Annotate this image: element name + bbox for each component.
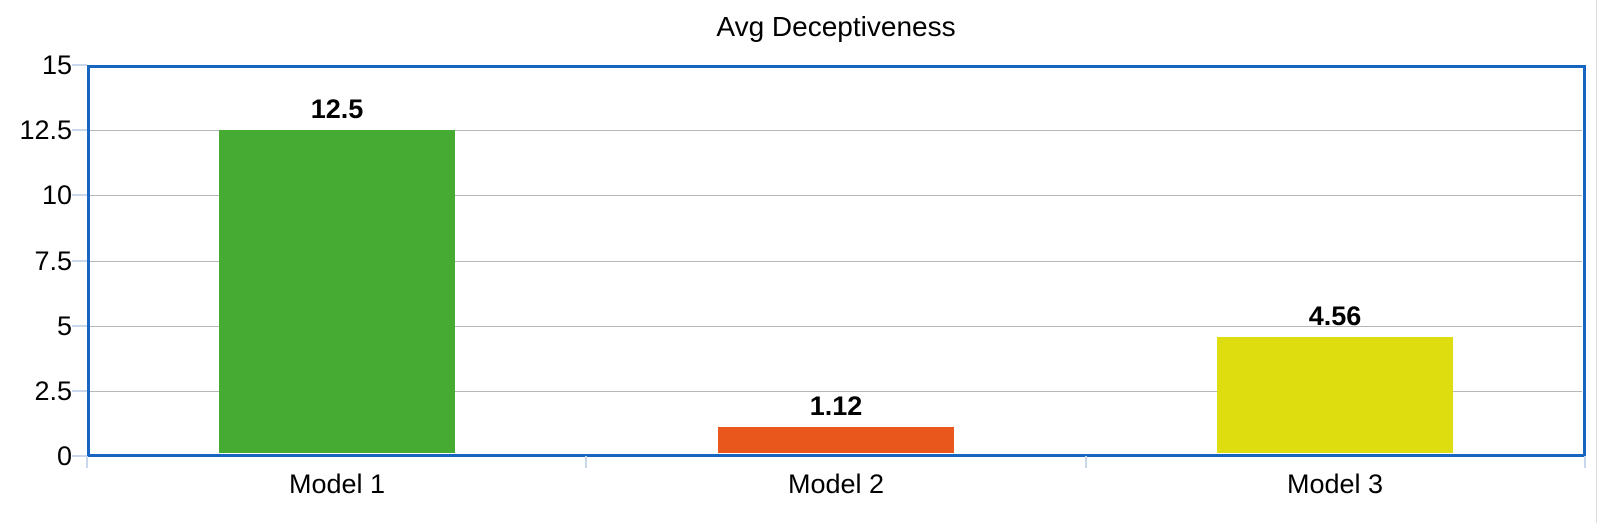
bar-model-2 — [718, 427, 954, 453]
bar-value-label-model-2: 1.12 — [809, 391, 863, 421]
x-axis-tickmark — [585, 456, 587, 468]
y-axis-tickmark — [72, 325, 87, 327]
y-axis-tick-label: 0 — [56, 441, 72, 471]
y-axis-tickmark — [72, 129, 87, 131]
y-axis-tick-label: 7.5 — [34, 246, 72, 276]
y-axis-tick-label: 5 — [56, 311, 72, 341]
gridline-10 — [90, 195, 1582, 196]
bar-model-3 — [1217, 337, 1453, 453]
x-axis-tickmark — [1584, 456, 1586, 468]
right-edge-divider — [1596, 0, 1597, 523]
y-axis-tickmark — [72, 390, 87, 392]
x-axis-label-model-1: Model 1 — [288, 469, 386, 499]
gridline-2.5 — [90, 391, 1582, 392]
y-axis-tickmark — [72, 64, 87, 66]
bar-value-label-model-1: 12.5 — [310, 94, 364, 124]
x-axis-label-model-2: Model 2 — [787, 469, 885, 499]
bar-value-label-model-3: 4.56 — [1308, 301, 1362, 331]
plot-area — [87, 65, 1586, 457]
x-axis-tickmark — [86, 456, 88, 468]
y-axis-tickmark — [72, 455, 87, 457]
bar-model-1 — [219, 130, 455, 453]
y-axis-tick-label: 10 — [41, 180, 72, 210]
y-axis-tickmark — [72, 260, 87, 262]
gridline-12.5 — [90, 130, 1582, 131]
y-axis-tick-label: 15 — [41, 50, 72, 80]
gridline-7.5 — [90, 261, 1582, 262]
x-axis-tickmark — [1085, 456, 1087, 468]
y-axis-tick-label: 12.5 — [19, 115, 72, 145]
x-axis-label-model-3: Model 3 — [1286, 469, 1384, 499]
y-axis-tickmark — [72, 194, 87, 196]
gridline-5 — [90, 326, 1582, 327]
chart-title: Avg Deceptiveness — [716, 11, 956, 42]
y-axis-tick-label: 2.5 — [34, 376, 72, 406]
